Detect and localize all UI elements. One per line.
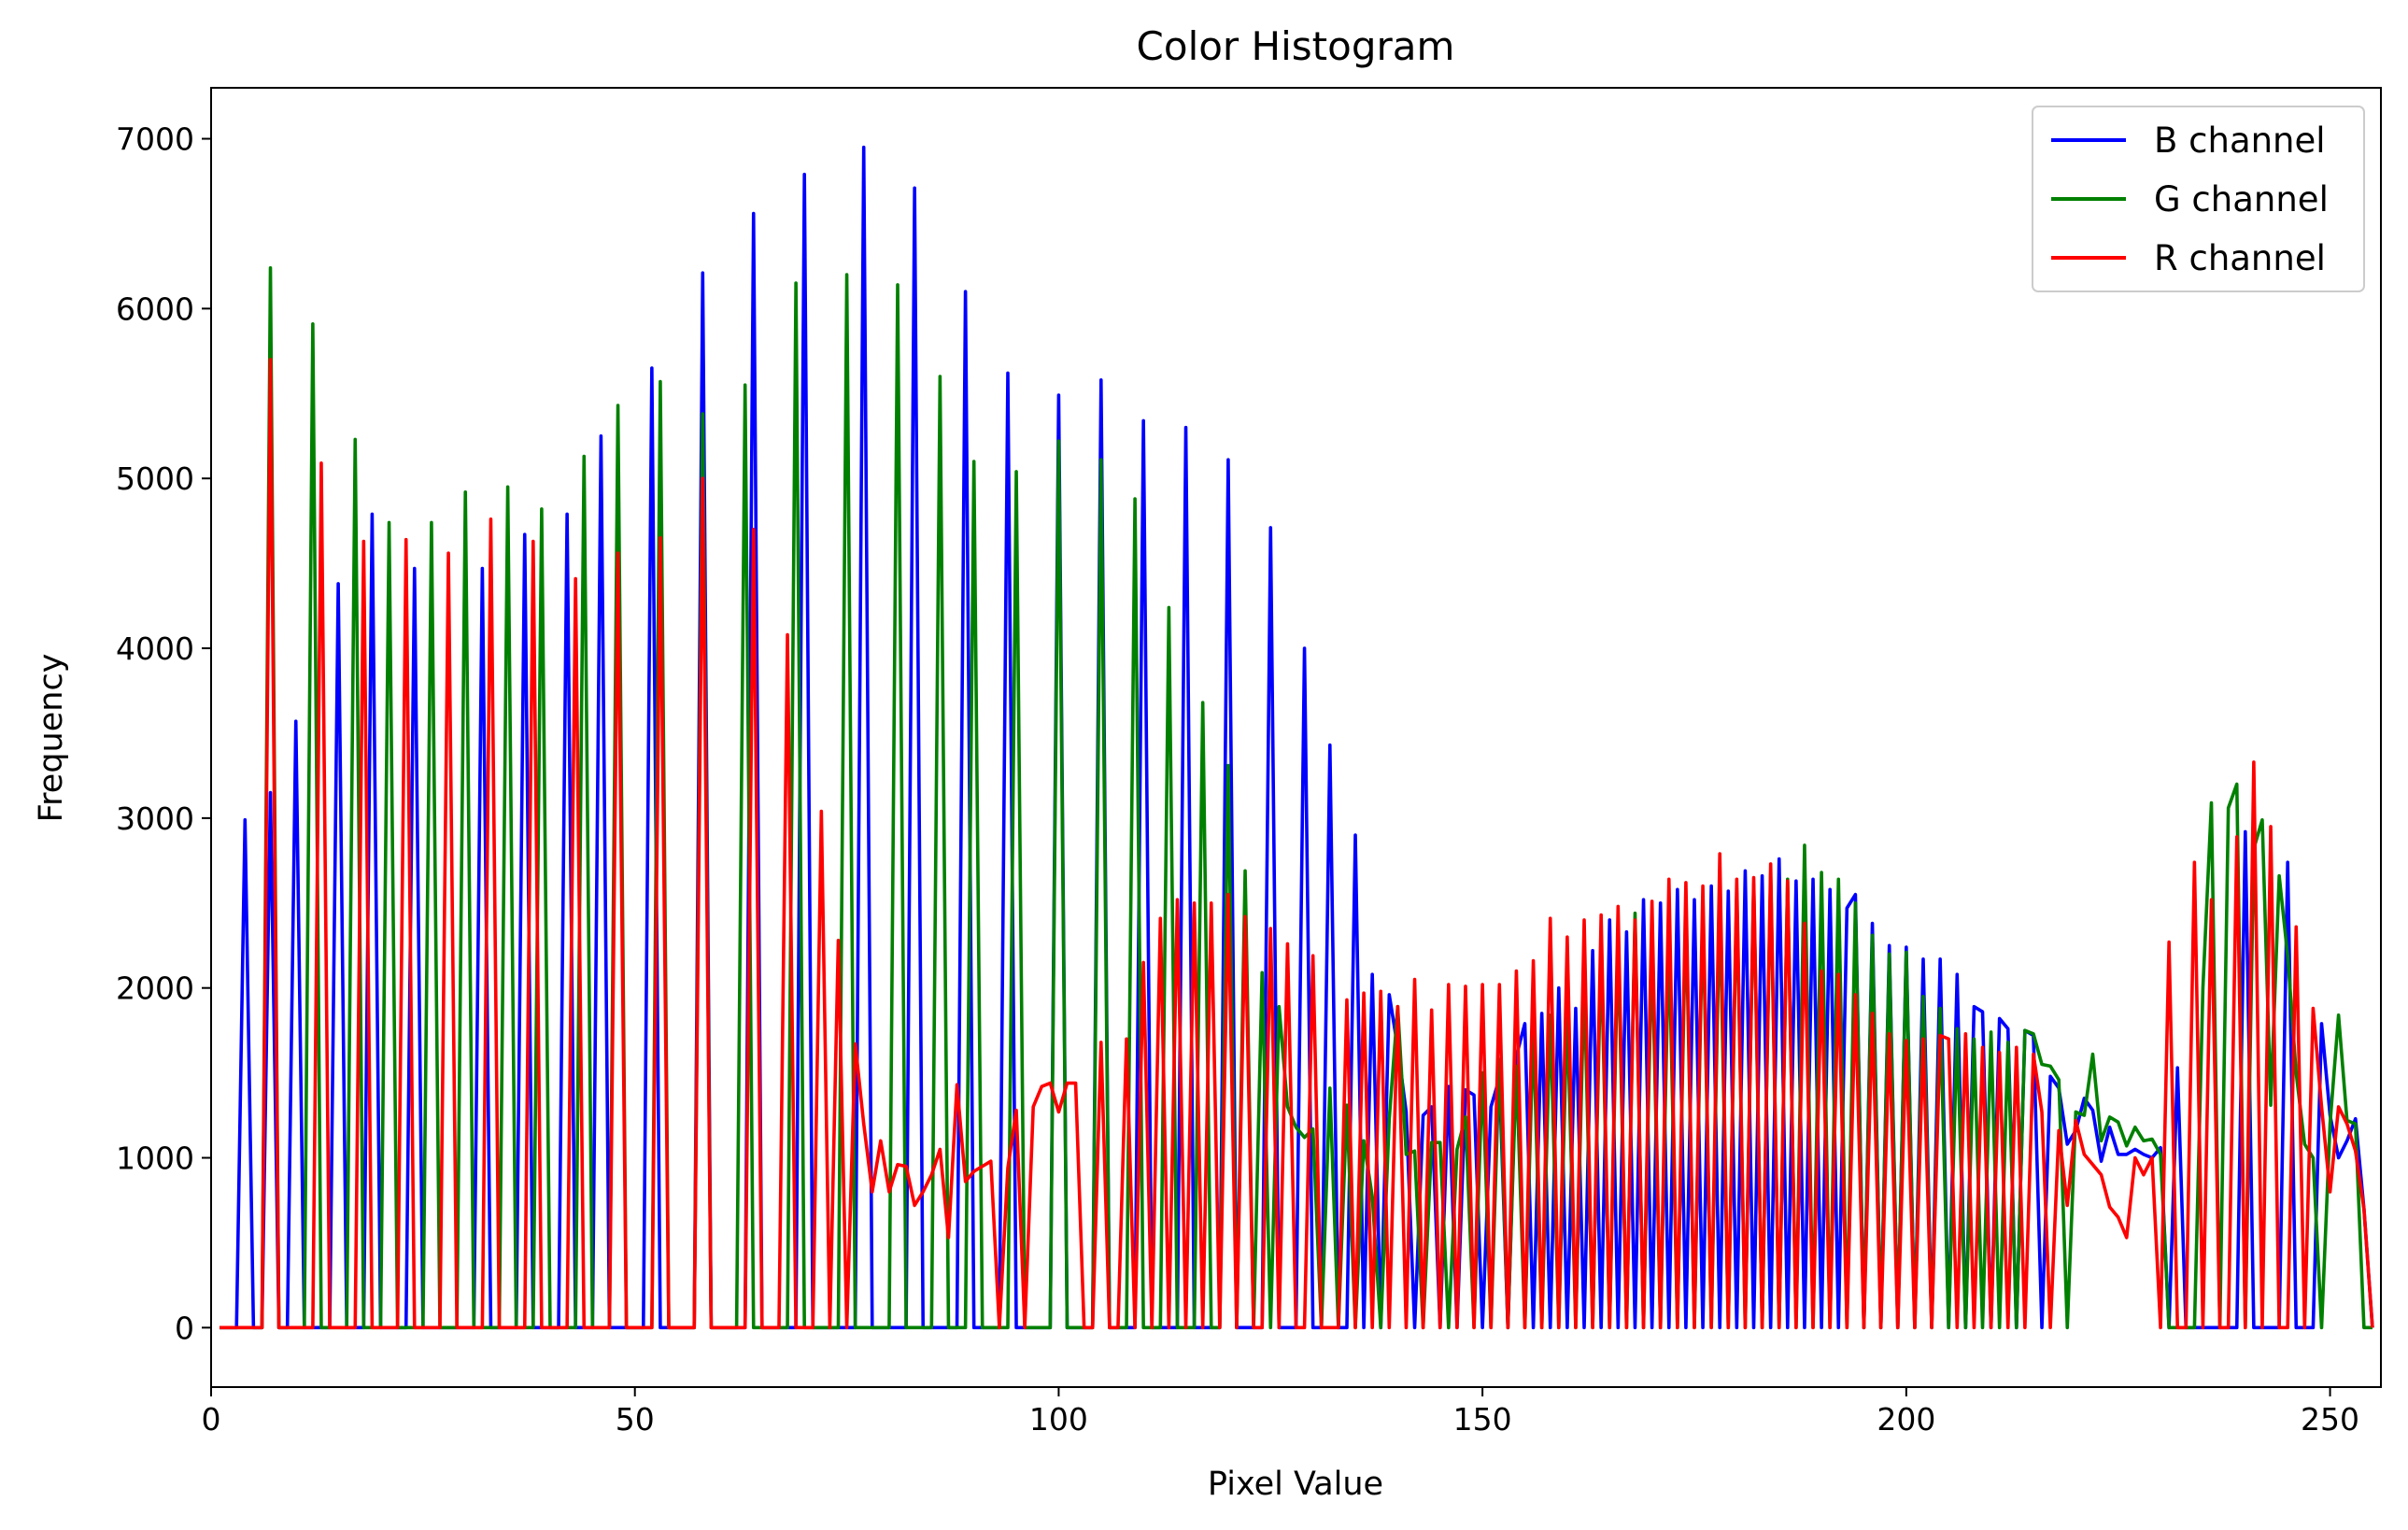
y-axis: 0 1000 2000 3000 4000 5000 6000 7000 <box>116 121 211 1346</box>
y-tick-label: 3000 <box>116 800 194 837</box>
x-tick-label: 100 <box>1029 1401 1088 1438</box>
x-tick-label: 200 <box>1877 1401 1935 1438</box>
x-axis: 0 50 100 150 200 250 <box>202 1387 2359 1438</box>
y-tick-label: 6000 <box>116 290 194 327</box>
x-tick-label: 250 <box>2301 1401 2359 1438</box>
y-tick-label: 4000 <box>116 630 194 667</box>
legend-box <box>2032 106 2365 292</box>
x-tick-label: 150 <box>1453 1401 1512 1438</box>
y-tick-label: 1000 <box>116 1140 194 1177</box>
legend-label-b-channel: B channel <box>2154 120 2326 161</box>
series-line-g-channel <box>220 265 2373 1330</box>
y-tick-label: 5000 <box>116 460 194 497</box>
series-layer <box>220 145 2374 1330</box>
legend: B channel G channel R channel <box>2032 106 2365 292</box>
x-tick-label: 50 <box>616 1401 655 1438</box>
chart-title: Color Histogram <box>1137 23 1455 69</box>
x-axis-label: Pixel Value <box>1208 1466 1383 1503</box>
y-axis-label: Frequency <box>33 654 70 823</box>
legend-label-r-channel: R channel <box>2154 238 2326 278</box>
y-tick-label: 7000 <box>116 121 194 158</box>
series-line-r-channel <box>220 358 2374 1330</box>
x-tick-label: 0 <box>202 1401 221 1438</box>
plot-frame <box>210 87 2382 1388</box>
legend-label-g-channel: G channel <box>2154 179 2329 220</box>
y-tick-label: 0 <box>175 1310 194 1346</box>
y-tick-label: 2000 <box>116 970 194 1007</box>
